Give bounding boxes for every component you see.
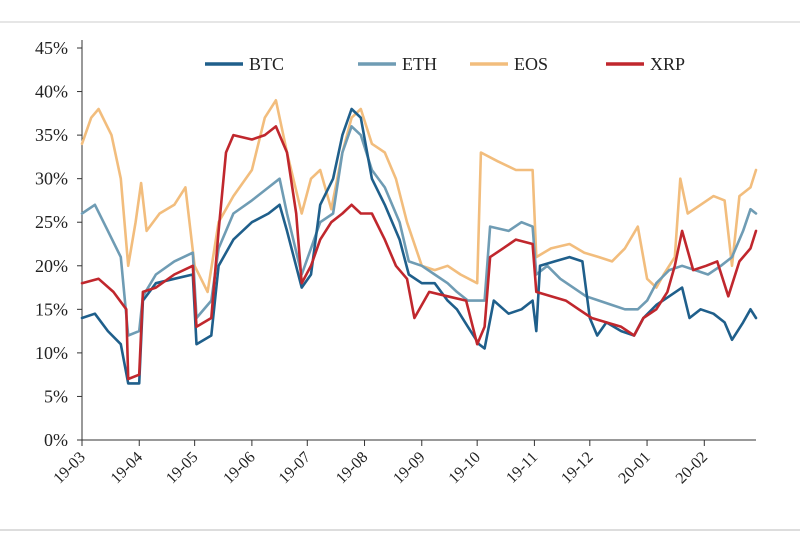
y-tick-label: 20% <box>35 256 68 276</box>
x-tick-label: 19-05 <box>163 449 201 487</box>
x-tick-label: 19-04 <box>108 449 146 487</box>
x-tick-label: 20-01 <box>615 449 653 487</box>
plot-area <box>80 99 758 385</box>
x-axis: 19-03 19-04 19-05 19-06 19-07 19-08 19-09 19-10… <box>50 439 756 487</box>
y-tick-label: 5% <box>44 386 68 406</box>
y-tick-label: 45% <box>35 38 68 58</box>
legend-label-eos: EOS <box>514 54 548 74</box>
x-tick-label: 20-02 <box>673 449 711 487</box>
y-tick-label: 10% <box>35 343 68 363</box>
x-tick-label: 19-12 <box>558 449 596 487</box>
x-tick-label: 19-08 <box>333 449 371 487</box>
legend-label-eth: ETH <box>402 54 437 74</box>
legend-label-xrp: XRP <box>650 54 685 74</box>
x-tick-label: 19-10 <box>446 449 484 487</box>
series-line-eos <box>80 99 758 294</box>
x-tick-label: 19-03 <box>50 449 88 487</box>
series-line-eth <box>80 125 758 337</box>
x-tick-label: 19-06 <box>220 449 258 487</box>
y-tick-label: 35% <box>35 125 68 145</box>
y-axis: 0% 5% 10% 15% 20% 25% 30% 35% 40% 45% <box>35 38 83 450</box>
y-tick-label: 15% <box>35 299 68 319</box>
y-tick-label: 30% <box>35 169 68 189</box>
legend: BTC ETH EOS XRP <box>205 54 685 74</box>
series-line-xrp <box>80 125 758 381</box>
x-tick-label: 19-09 <box>390 449 428 487</box>
y-tick-label: 25% <box>35 212 68 232</box>
y-tick-label: 0% <box>44 430 68 450</box>
x-tick-label: 19-11 <box>503 449 541 487</box>
y-tick-label: 40% <box>35 82 68 102</box>
series-line-btc <box>80 107 758 385</box>
x-tick-label: 19-07 <box>276 449 314 487</box>
cropped-title-strip <box>0 0 800 23</box>
legend-label-btc: BTC <box>249 54 284 74</box>
